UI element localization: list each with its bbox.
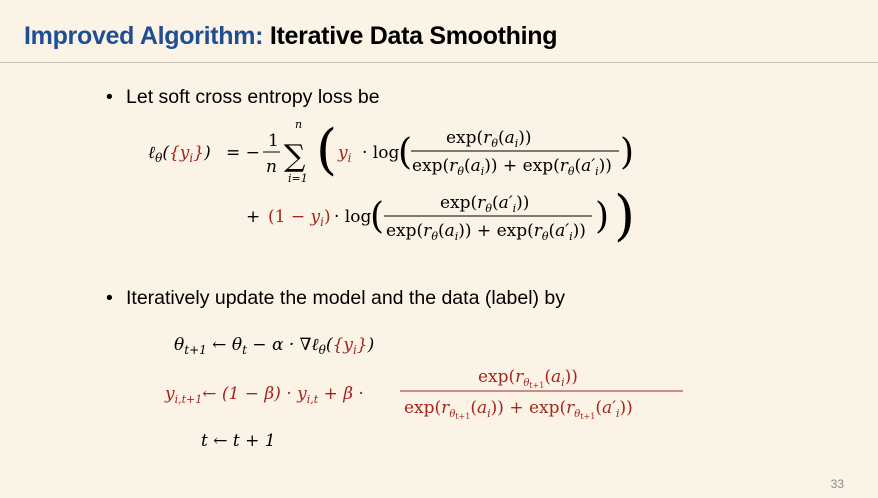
term2-num: exp(rθ(a′i)) — [440, 193, 529, 215]
term2-plus: + — [246, 207, 260, 227]
term1-num: exp(rθ(ai)) — [446, 128, 532, 150]
y-update-lhs: yi,t+1← (1 − β) · yi,t + β · — [164, 384, 364, 406]
big-paren-right: ) — [614, 184, 635, 247]
term2-paren-left: ( — [370, 196, 384, 237]
loss-equation: ℓθ({yi}) = − 1 n n ∑ i=1 ( yi · log ( ex… — [148, 118, 635, 247]
y-update-den: exp(rθt+1(ai)) + exp(rθt+1(a′i)) — [404, 398, 633, 421]
term2-log: · log — [334, 207, 371, 227]
y-update-num: exp(rθt+1(ai)) — [478, 367, 578, 390]
sum-bottom: i=1 — [288, 172, 308, 185]
sum-top: n — [295, 118, 302, 131]
bullet-1-text: Let soft cross entropy loss be — [126, 86, 380, 108]
term2-den: exp(rθ(ai)) + exp(rθ(a′i)) — [386, 221, 586, 243]
title-accent: Improved Algorithm: — [24, 22, 264, 50]
frac-one: 1 — [268, 131, 279, 151]
term1-label: yi — [337, 143, 352, 165]
theta-update-text: θt+1 ← θt − α · ∇ℓθ({yi}) — [174, 335, 374, 357]
slide-title: Improved Algorithm: Iterative Data Smoot… — [24, 22, 557, 51]
frac-n: n — [266, 157, 277, 177]
bullet-2-text: Iteratively update the model and the dat… — [126, 287, 566, 309]
theta-update: θt+1 ← θt − α · ∇ℓθ({yi}) — [174, 335, 374, 357]
term1-paren-right: ) — [620, 132, 634, 173]
sum-sign: ∑ — [284, 139, 306, 174]
t-update-text: t ← t + 1 — [201, 431, 276, 451]
big-paren-left: ( — [316, 118, 337, 181]
bullet-1: • Let soft cross entropy loss be — [106, 86, 380, 109]
bullet-dot: • — [106, 86, 113, 108]
term1-paren-left: ( — [398, 132, 412, 173]
bullet-2: • Iteratively update the model and the da… — [106, 287, 565, 310]
loss-lhs: ℓθ({yi}) — [148, 143, 211, 165]
bullet-dot: • — [106, 287, 113, 309]
t-update: t ← t + 1 — [201, 431, 276, 451]
term2-paren-right: ) — [595, 196, 609, 237]
term1-den: exp(rθ(ai)) + exp(rθ(a′i)) — [412, 156, 612, 178]
y-update: yi,t+1← (1 − β) · yi,t + β · exp(rθt+1(a… — [164, 367, 683, 421]
title-divider — [0, 62, 878, 63]
term2-label: (1 − yi) — [268, 207, 331, 229]
loss-eq-minus: = − — [226, 143, 260, 163]
title-rest: Iterative Data Smoothing — [269, 22, 558, 50]
term1-log: · log — [362, 143, 399, 163]
page-number: 33 — [830, 477, 844, 491]
